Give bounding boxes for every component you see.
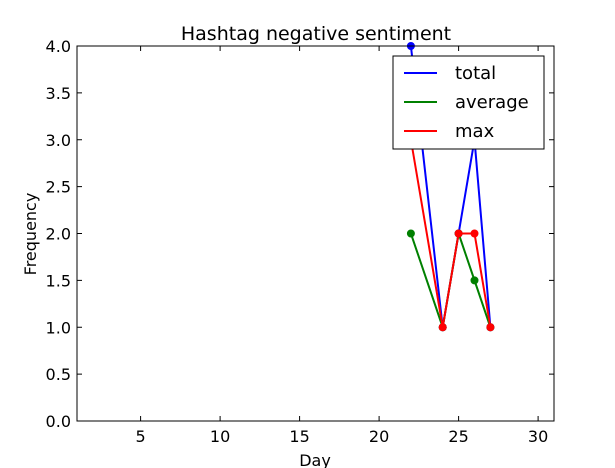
y-tick-label: 1.0 bbox=[46, 318, 71, 337]
y-tick-label: 4.0 bbox=[46, 37, 71, 56]
x-tick-label: 10 bbox=[210, 427, 230, 446]
y-tick-label: 0.5 bbox=[46, 365, 71, 384]
x-tick-label: 25 bbox=[448, 427, 468, 446]
x-axis-label: Day bbox=[299, 451, 331, 468]
y-tick-label: 2.0 bbox=[46, 225, 71, 244]
data-point-max bbox=[455, 230, 462, 237]
x-tick-label: 30 bbox=[528, 427, 548, 446]
chart-title: Hashtag negative sentiment bbox=[181, 23, 451, 45]
data-point-max bbox=[487, 324, 494, 331]
y-tick-label: 2.5 bbox=[46, 178, 71, 197]
x-tick-label: 20 bbox=[369, 427, 389, 446]
data-point-average bbox=[471, 277, 478, 284]
x-tick-label: 5 bbox=[136, 427, 146, 446]
data-point-max bbox=[439, 324, 446, 331]
data-point-average bbox=[407, 230, 414, 237]
data-point-max bbox=[471, 230, 478, 237]
y-axis-label: Frequency bbox=[21, 193, 40, 276]
x-tick-label: 15 bbox=[289, 427, 309, 446]
y-tick-label: 0.0 bbox=[46, 412, 71, 431]
legend-label-average: average bbox=[455, 92, 529, 113]
y-tick-label: 3.0 bbox=[46, 131, 71, 150]
legend-label-total: total bbox=[455, 63, 496, 84]
y-tick-label: 1.5 bbox=[46, 271, 71, 290]
y-tick-label: 3.5 bbox=[46, 84, 71, 103]
legend-label-max: max bbox=[455, 121, 495, 142]
